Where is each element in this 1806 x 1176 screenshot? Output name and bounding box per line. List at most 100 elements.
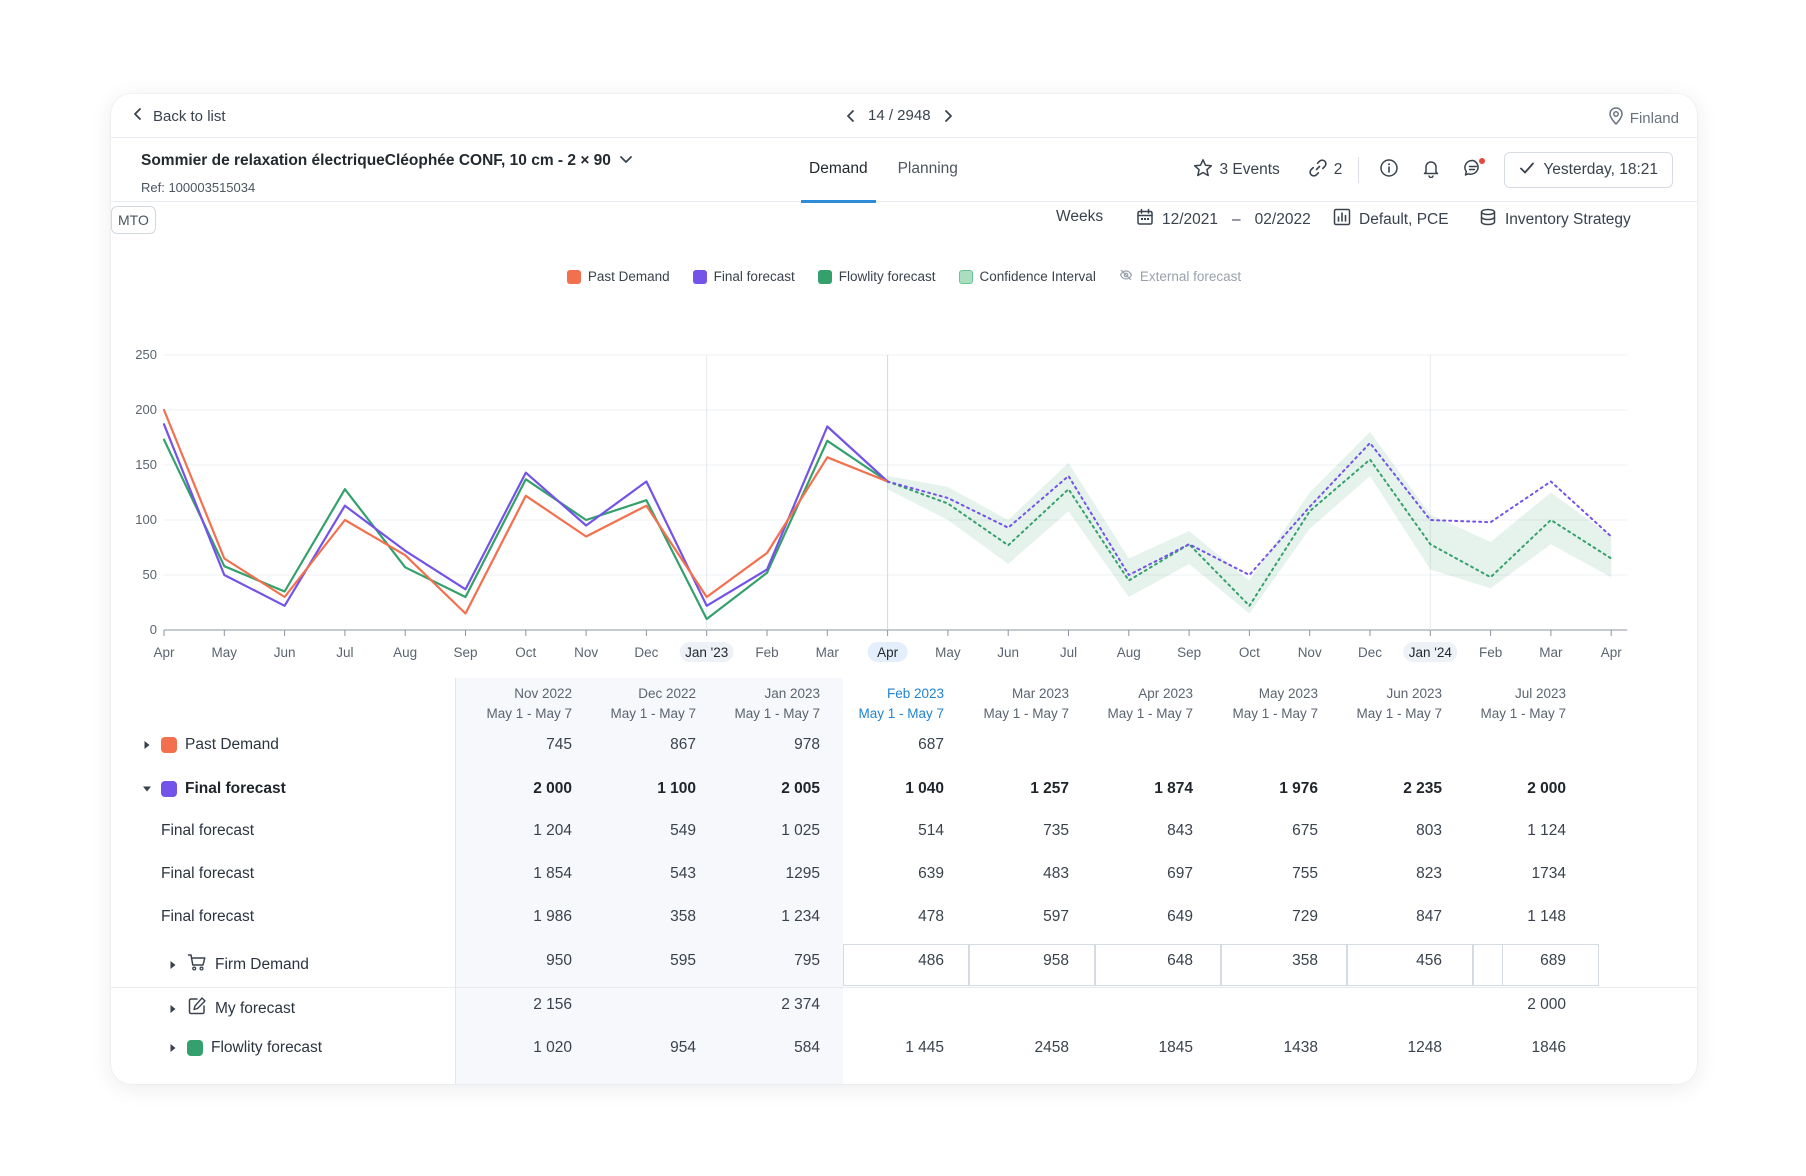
- my-forecast-input[interactable]: [843, 944, 969, 986]
- row-label-text: Final forecast: [185, 780, 286, 797]
- view-tabs: Demand Planning: [801, 138, 980, 203]
- legend-swatch: [817, 269, 832, 284]
- row-label-flowlity-forecast[interactable]: Flowlity forecast: [167, 1039, 322, 1057]
- tab-planning[interactable]: Planning: [897, 160, 958, 177]
- row-label-firm-demand[interactable]: Firm Demand: [167, 952, 309, 977]
- column-month: Jul 2023: [1514, 686, 1566, 701]
- header-actions: 3 Events 2: [1193, 152, 1673, 188]
- legend-label: Flowlity forecast: [838, 269, 936, 284]
- table-cell: 1 040: [905, 780, 944, 797]
- caret-right-icon[interactable]: [167, 1004, 179, 1014]
- tab-demand[interactable]: Demand: [801, 138, 876, 203]
- inventory-strategy-selector[interactable]: Inventory Strategy: [1479, 208, 1631, 231]
- legend-swatch: [958, 269, 973, 284]
- row-label-my-forecast[interactable]: My forecast: [167, 996, 295, 1021]
- table-cell: 729: [1292, 908, 1318, 925]
- last-saved-label: Yesterday, 18:21: [1543, 161, 1658, 178]
- mto-badge[interactable]: MTO: [111, 206, 156, 234]
- chart-legend: Past Demand Final forecast Flowlity fore…: [111, 268, 1697, 285]
- x-tick-label: Jun: [274, 645, 296, 660]
- x-tick-label: Apr: [153, 645, 175, 660]
- date-range-picker[interactable]: 12/2021 – 02/2022: [1136, 208, 1311, 231]
- table-cell: 2 374: [781, 996, 820, 1013]
- chat-icon: [1463, 158, 1483, 183]
- legend-final-forecast[interactable]: Final forecast: [692, 268, 795, 285]
- table-cell: 1846: [1531, 1039, 1566, 1056]
- x-label-highlight: [867, 642, 908, 662]
- table-cell: 1 204: [533, 822, 572, 839]
- view-selector[interactable]: Default, PCE: [1333, 208, 1449, 231]
- legend-flowlity-forecast[interactable]: Flowlity forecast: [817, 268, 936, 285]
- table-cell: 1248: [1407, 1039, 1442, 1056]
- location-selector[interactable]: Finland: [1608, 107, 1679, 129]
- table-cell: 843: [1167, 822, 1193, 839]
- column-header: Feb 2023 May 1 - May 7: [834, 678, 944, 724]
- caret-right-icon[interactable]: [167, 960, 179, 970]
- x-tick-label: Dec: [634, 645, 658, 660]
- caret-right-icon[interactable]: [141, 740, 153, 750]
- table-cell: 514: [918, 822, 944, 839]
- last-saved-button[interactable]: Yesterday, 18:21: [1504, 152, 1673, 188]
- column-range: May 1 - May 7: [1232, 706, 1318, 721]
- legend-swatch: [692, 269, 707, 284]
- table-cell: 1845: [1158, 1039, 1193, 1056]
- table-cell: 639: [918, 865, 944, 882]
- y-tick-label: 100: [135, 512, 157, 527]
- past-demand-line: [162, 408, 889, 615]
- strategy-label: Inventory Strategy: [1505, 210, 1631, 228]
- forecast-table: Nov 2022 May 1 - May 7 Dec 2022 May 1 - May…: [111, 678, 1697, 1084]
- comments-button[interactable]: [1459, 156, 1487, 184]
- links-count: 2: [1333, 161, 1343, 178]
- legend-external-forecast[interactable]: External forecast: [1119, 268, 1241, 285]
- column-range: May 1 - May 7: [486, 706, 572, 721]
- caret-down-icon[interactable]: [141, 785, 153, 793]
- column-range: May 1 - May 7: [1480, 706, 1566, 721]
- legend-confidence-interval[interactable]: Confidence Interval: [958, 268, 1096, 285]
- bell-icon: [1421, 158, 1441, 183]
- demand-card: Back to list 14 / 2948 Finland Sommier d…: [111, 94, 1697, 1084]
- table-cell: 1295: [785, 865, 820, 882]
- table-cell: 2 000: [1527, 780, 1566, 797]
- links-button[interactable]: 2: [1308, 158, 1343, 183]
- column-month: Feb 2023: [886, 686, 944, 701]
- my-forecast-input[interactable]: [1095, 944, 1221, 986]
- row-label-text: Final forecast: [161, 908, 255, 925]
- events-label: 3 Events: [1219, 161, 1280, 178]
- demand-chart: 0 50 100 150 200 250 Apr May Jun Jul Aug Sep Oct Nov D…: [135, 347, 1628, 662]
- table-cell: 823: [1416, 865, 1442, 882]
- table-cell: 1438: [1283, 1039, 1318, 1056]
- granularity-selector[interactable]: Weeks: [1056, 208, 1103, 226]
- chevron-down-icon: [619, 152, 633, 170]
- back-to-list-button[interactable]: Back to list: [133, 107, 226, 125]
- next-item-icon[interactable]: [943, 109, 953, 123]
- series-swatch: [161, 781, 177, 797]
- my-forecast-input[interactable]: [1221, 944, 1347, 986]
- notifications-button[interactable]: [1417, 156, 1445, 184]
- column-header: Jan 2023 May 1 - May 7: [710, 678, 820, 724]
- final-forecast-history-line: [162, 423, 889, 607]
- events-button[interactable]: 3 Events: [1193, 158, 1280, 183]
- column-range: May 1 - May 7: [1107, 706, 1193, 721]
- table-cell: 648: [1167, 952, 1193, 969]
- history-columns-background: [455, 678, 843, 1084]
- column-range: May 1 - May 7: [610, 706, 696, 721]
- column-month: Mar 2023: [1011, 686, 1069, 701]
- table-cell[interactable]: 2 000: [1527, 996, 1566, 1013]
- table-cell: 954: [670, 1039, 696, 1056]
- row-label-past-demand[interactable]: Past Demand: [141, 736, 279, 754]
- column-header: Nov 2022 May 1 - May 7: [462, 678, 572, 724]
- my-forecast-input[interactable]: [1473, 944, 1599, 986]
- legend-past-demand[interactable]: Past Demand: [566, 268, 670, 285]
- column-range: May 1 - May 7: [858, 706, 944, 721]
- previous-item-icon[interactable]: [846, 109, 856, 123]
- product-title-dropdown[interactable]: Sommier de relaxation électriqueCléophée…: [141, 152, 633, 170]
- my-forecast-input[interactable]: [1347, 944, 1473, 986]
- info-button[interactable]: [1375, 156, 1403, 184]
- row-label-final-forecast[interactable]: Final forecast: [141, 780, 286, 798]
- date-separator: –: [1232, 210, 1241, 228]
- column-month: May 2023: [1258, 686, 1318, 701]
- divider: [111, 987, 1697, 988]
- caret-right-icon[interactable]: [167, 1043, 179, 1053]
- my-forecast-input[interactable]: [969, 944, 1095, 986]
- table-cell: 2 005: [781, 780, 820, 797]
